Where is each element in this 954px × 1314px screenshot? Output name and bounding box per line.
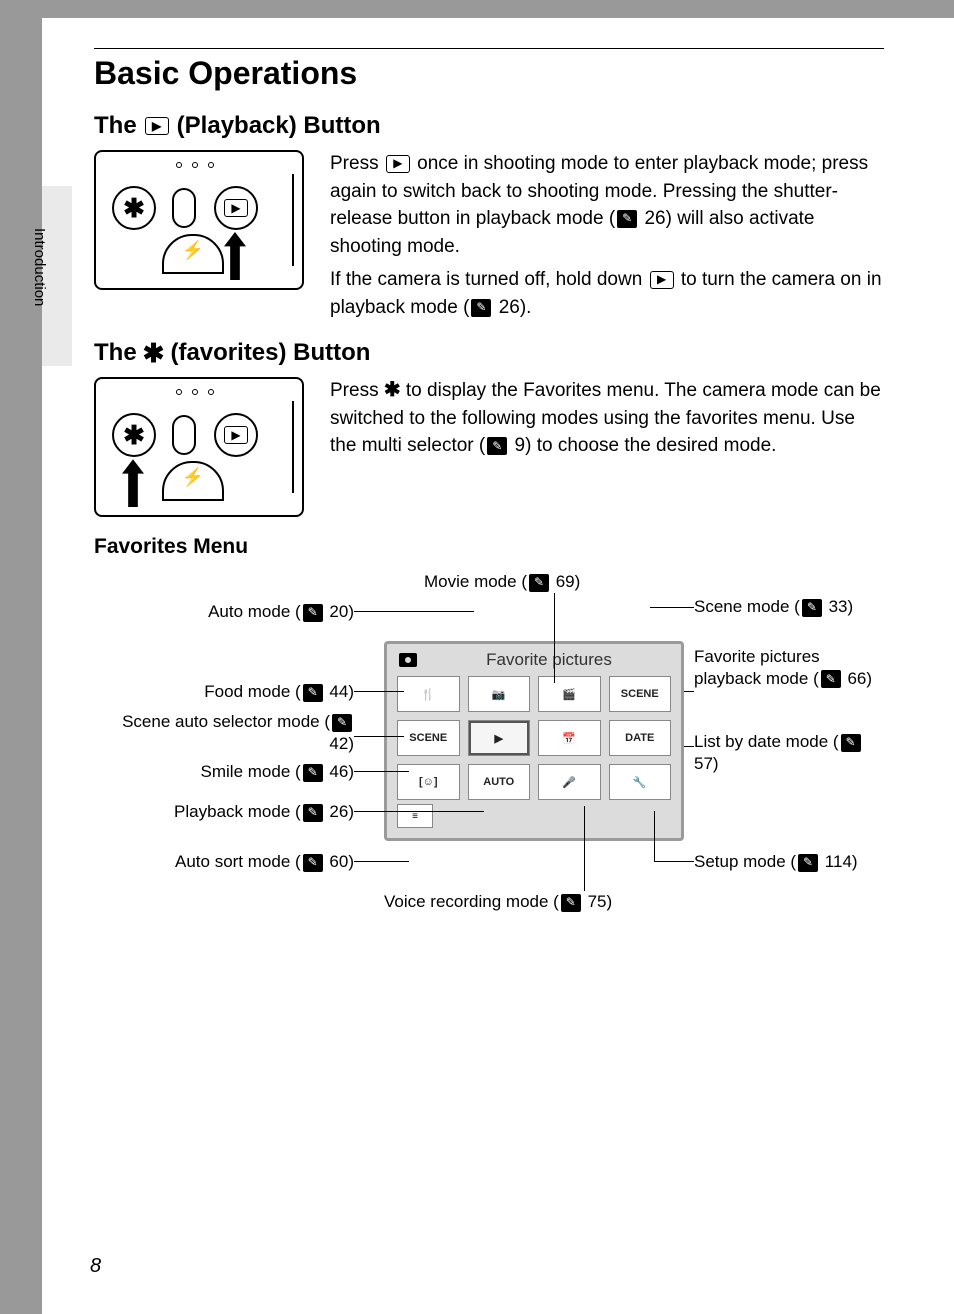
play-button-icon: ▶ <box>214 186 258 230</box>
ref-num: 26 <box>644 208 665 229</box>
reference-icon: ✎ <box>487 437 507 455</box>
callout-auto: Auto mode (✎ 20) <box>94 601 354 622</box>
side-label: Introduction <box>31 228 48 306</box>
page-title: Basic Operations <box>94 55 884 92</box>
callout-listdate: List by date mode (✎ 57) <box>694 731 884 774</box>
asterisk-icon: ✱ <box>143 347 165 360</box>
heading-text: The <box>94 112 137 140</box>
playback-icon: ▶ <box>650 271 674 289</box>
playback-icon: ▶ <box>386 155 410 173</box>
callout-sceneauto: Scene auto selector mode (✎ 42) <box>94 711 354 754</box>
heading-text: (Playback) Button <box>177 112 381 140</box>
page: Introduction Basic Operations The ▶ (Pla… <box>42 18 954 1314</box>
cell-setup: 🔧 <box>609 764 672 800</box>
cell-autosort: AUTO <box>468 764 531 800</box>
cell-scene: SCENE <box>609 676 672 712</box>
favorites-menu-heading: Favorites Menu <box>94 535 884 559</box>
callout-playback: Playback mode (✎ 26) <box>94 801 354 822</box>
play-button-icon: ▶ <box>214 413 258 457</box>
reference-icon: ✎ <box>471 299 491 317</box>
callout-scene: Scene mode (✎ 33) <box>694 596 853 617</box>
section-playback-heading: The ▶ (Playback) Button <box>94 112 884 140</box>
cell-favpics: 📅 <box>538 720 601 756</box>
ref-num: 9 <box>515 435 526 456</box>
cell-date: DATE <box>609 720 672 756</box>
text: ) to choose the desired mode. <box>525 435 776 456</box>
favorites-diagram: Favorite pictures 🍴 📷 🎬 SCENE SCENE ▶ 📅 … <box>94 571 884 951</box>
cell-sceneauto: SCENE <box>397 720 460 756</box>
screen-title: Favorite pictures <box>393 650 675 670</box>
callout-movie: Movie mode (✎ 69) <box>424 571 580 592</box>
heading-text: (favorites) Button <box>170 339 370 367</box>
cell-food: 🍴 <box>397 676 460 712</box>
heading-text: The <box>94 339 137 367</box>
text: Press <box>330 153 384 174</box>
playback-illustration: ✱ ▶ ⚡ <box>94 150 304 290</box>
ref-num: 26 <box>499 297 520 318</box>
screen-title-text: Favorite pictures <box>423 650 675 670</box>
flash-icon: ⚡ <box>162 234 224 274</box>
section-favorites-row: ✱ ▶ ⚡ Press ✱ to display the Favorites m… <box>94 377 884 517</box>
arrow-icon <box>122 459 144 507</box>
section-favorites-heading: The ✱ (favorites) Button <box>94 339 884 367</box>
callout-food: Food mode (✎ 44) <box>94 681 354 702</box>
callout-setup: Setup mode (✎ 114) <box>694 851 858 872</box>
callout-smile: Smile mode (✎ 46) <box>94 761 354 782</box>
flash-icon: ⚡ <box>162 461 224 501</box>
favorites-illustration: ✱ ▶ ⚡ <box>94 377 304 517</box>
favorites-body: Press ✱ to display the Favorites menu. T… <box>330 377 884 517</box>
content-area: Basic Operations The ▶ (Playback) Button… <box>94 48 884 951</box>
text: If the camera is turned off, hold down <box>330 269 648 290</box>
camera-icon <box>399 653 417 667</box>
cell-voice: 🎤 <box>538 764 601 800</box>
arrow-icon <box>224 232 246 280</box>
page-number: 8 <box>90 1255 101 1278</box>
small-cell: ≡ <box>397 804 433 828</box>
text: ). <box>520 297 532 318</box>
asterisk-icon: ✱ <box>384 379 401 401</box>
favorites-grid: 🍴 📷 🎬 SCENE SCENE ▶ 📅 DATE [☺] AUTO 🎤 🔧 <box>393 676 675 800</box>
cell-movie: 🎬 <box>538 676 601 712</box>
top-rule <box>94 48 884 49</box>
playback-body: Press ▶ once in shooting mode to enter p… <box>330 150 884 321</box>
callout-voice: Voice recording mode (✎ 75) <box>384 891 612 912</box>
callout-autosort: Auto sort mode (✎ 60) <box>94 851 354 872</box>
playback-icon: ▶ <box>145 117 169 135</box>
cell-auto: 📷 <box>468 676 531 712</box>
cell-playback: ▶ <box>468 720 531 756</box>
asterisk-button-icon: ✱ <box>112 413 156 457</box>
cell-smile: [☺] <box>397 764 460 800</box>
reference-icon: ✎ <box>617 210 637 228</box>
text: Press <box>330 380 384 401</box>
section-playback-row: ✱ ▶ ⚡ Press ▶ once in shooting mode to e… <box>94 150 884 321</box>
asterisk-button-icon: ✱ <box>112 186 156 230</box>
callout-favpics: Favorite pictures playback mode (✎ 66) <box>694 646 884 689</box>
